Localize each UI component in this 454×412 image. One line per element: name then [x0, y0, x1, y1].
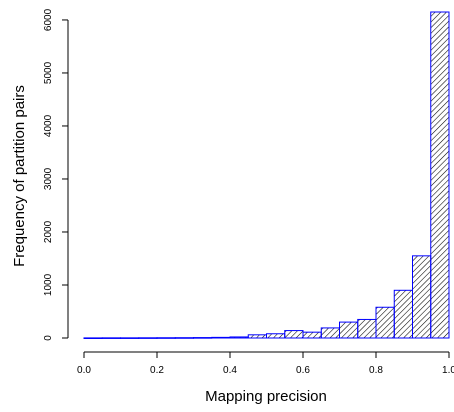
y-tick-label: 3000: [43, 167, 54, 190]
y-tick-label: 5000: [43, 61, 54, 84]
histogram-bar: [320, 327, 340, 339]
x-tick-label: 0.6: [296, 365, 310, 376]
y-tick-label: 1000: [43, 273, 54, 296]
histogram-bar: [430, 11, 450, 339]
histogram-bar: [266, 333, 286, 339]
histogram-bar: [284, 330, 304, 339]
histogram-bar: [156, 337, 176, 339]
histogram-bar: [339, 321, 359, 339]
x-axis: 0.0 0.2 0.4 0.6 0.8 1.0: [77, 351, 454, 376]
histogram-bar: [174, 337, 194, 339]
x-axis-title: Mapping precision: [205, 388, 327, 405]
x-tick-label: 0.0: [77, 365, 91, 376]
x-tick-label: 0.4: [223, 365, 237, 376]
y-tick-label: 4000: [43, 114, 54, 137]
y-tick-label: 6000: [43, 8, 54, 31]
x-tick-label: 1.0: [442, 365, 454, 376]
y-tick-label: 0: [43, 335, 54, 341]
histogram-bars: [83, 11, 450, 339]
histogram-bar: [193, 337, 213, 339]
histogram-bar: [83, 337, 103, 339]
histogram-bar: [302, 331, 322, 339]
histogram-bar: [247, 334, 267, 339]
histogram-bar: [357, 318, 377, 339]
histogram-bar: [375, 306, 395, 339]
y-axis-title: Frequency of partition pairs: [11, 85, 28, 267]
histogram-bar: [101, 337, 121, 339]
histogram-bar: [138, 337, 158, 339]
histogram-bar: [229, 336, 249, 339]
histogram-bar: [412, 255, 432, 339]
histogram-bar: [393, 289, 413, 339]
y-axis: 0 1000 2000 3000 4000 5000 6000: [43, 8, 69, 341]
x-tick-label: 0.2: [150, 365, 164, 376]
x-tick-label: 0.8: [369, 365, 383, 376]
histogram-bar: [120, 337, 140, 339]
y-tick-label: 2000: [43, 220, 54, 243]
histogram-bar: [211, 336, 231, 339]
